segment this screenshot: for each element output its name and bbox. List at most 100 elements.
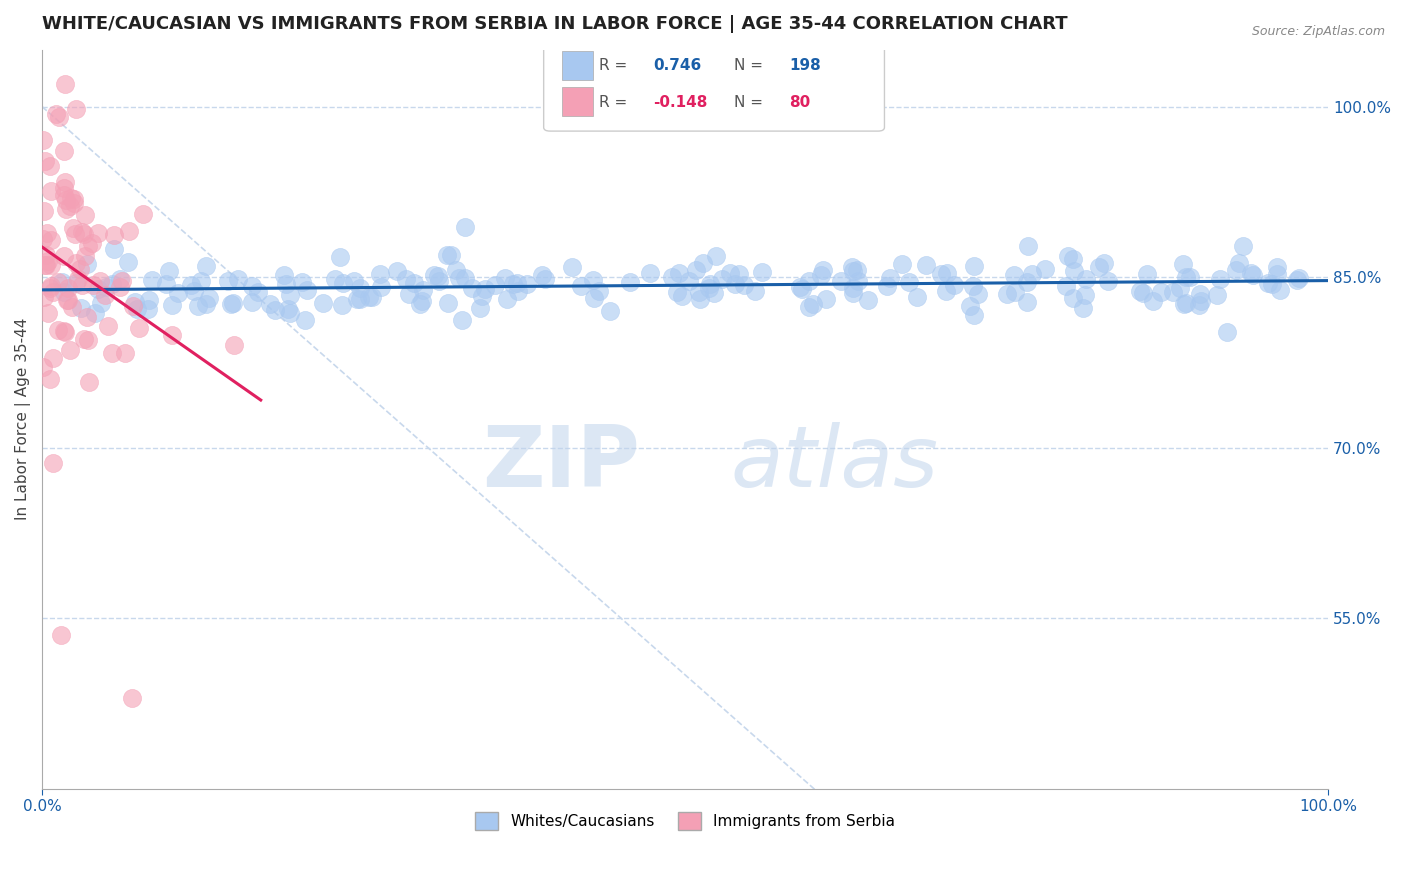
Point xyxy=(32,132,55,146)
Point xyxy=(52,285,75,299)
Point xyxy=(55,202,77,217)
Point xyxy=(39,258,62,272)
Point xyxy=(905,290,928,304)
Point xyxy=(810,268,832,282)
Point xyxy=(96,280,118,294)
Point xyxy=(440,248,463,262)
Point xyxy=(39,280,62,294)
Text: R =: R = xyxy=(599,95,633,110)
Point xyxy=(118,224,141,238)
Point xyxy=(697,281,720,295)
Point xyxy=(90,296,112,310)
Point xyxy=(160,328,183,343)
Point xyxy=(451,312,474,326)
Point xyxy=(1062,252,1084,267)
Point xyxy=(37,306,59,320)
Point xyxy=(349,292,371,306)
Point xyxy=(361,290,384,304)
Point xyxy=(1268,283,1291,297)
Point xyxy=(1071,301,1094,315)
Point xyxy=(323,272,346,286)
Point xyxy=(689,292,711,306)
Point xyxy=(34,153,56,168)
Point xyxy=(846,262,869,277)
Point xyxy=(46,323,69,337)
Point xyxy=(508,285,530,299)
Point xyxy=(51,628,73,642)
Point xyxy=(842,264,865,278)
Point xyxy=(1286,273,1309,287)
Point xyxy=(53,187,76,202)
Point xyxy=(1173,297,1195,311)
Point xyxy=(60,300,83,314)
Point xyxy=(801,297,824,311)
Point xyxy=(1178,270,1201,285)
Point xyxy=(935,284,957,298)
Point xyxy=(32,359,55,374)
Point xyxy=(1188,287,1211,301)
Point xyxy=(703,286,725,301)
Text: 198: 198 xyxy=(789,58,821,73)
Point xyxy=(929,267,952,281)
Point xyxy=(48,110,70,124)
Point xyxy=(1288,271,1310,285)
Point xyxy=(494,270,516,285)
Point xyxy=(505,276,527,290)
Point xyxy=(183,285,205,299)
Point xyxy=(531,268,554,282)
Point xyxy=(1150,285,1173,299)
Point xyxy=(1171,257,1194,271)
Point xyxy=(75,208,97,222)
Point xyxy=(75,249,97,263)
Point xyxy=(94,288,117,302)
Point xyxy=(1092,256,1115,270)
Point xyxy=(100,346,122,360)
Point xyxy=(582,273,605,287)
Point xyxy=(516,277,538,291)
Point xyxy=(124,295,146,310)
Point xyxy=(385,264,408,278)
Point xyxy=(82,277,104,292)
Point xyxy=(273,268,295,282)
Point xyxy=(1074,288,1097,302)
Point xyxy=(914,258,936,272)
Point xyxy=(222,337,245,351)
Point xyxy=(162,298,184,312)
Point xyxy=(125,301,148,316)
Point xyxy=(53,145,76,159)
Point xyxy=(52,181,75,195)
Point xyxy=(1265,267,1288,281)
Point xyxy=(155,277,177,291)
Text: R =: R = xyxy=(599,58,633,73)
Point xyxy=(65,102,87,116)
Point xyxy=(638,266,661,280)
Y-axis label: In Labor Force | Age 35-44: In Labor Force | Age 35-44 xyxy=(15,318,31,520)
Text: ZIP: ZIP xyxy=(482,422,640,505)
Point xyxy=(359,290,381,304)
Point xyxy=(77,239,100,253)
Point xyxy=(1261,277,1284,291)
Point xyxy=(295,283,318,297)
Point xyxy=(1088,260,1111,274)
Point xyxy=(427,268,450,283)
Point xyxy=(942,278,965,293)
Point xyxy=(1015,294,1038,309)
Point xyxy=(963,309,986,323)
Point xyxy=(66,272,89,286)
Point xyxy=(811,263,834,277)
Point xyxy=(744,284,766,298)
Point xyxy=(52,324,75,338)
Point xyxy=(128,320,150,334)
Point xyxy=(449,270,471,285)
Point xyxy=(103,227,125,242)
Point xyxy=(841,260,863,274)
Text: Source: ZipAtlas.com: Source: ZipAtlas.com xyxy=(1251,25,1385,38)
Point xyxy=(454,220,477,235)
Point xyxy=(1033,262,1056,277)
Point xyxy=(699,277,721,291)
Point xyxy=(37,227,59,241)
Point xyxy=(842,285,865,300)
Point xyxy=(582,291,605,305)
Text: N =: N = xyxy=(734,95,768,110)
Point xyxy=(470,301,492,315)
